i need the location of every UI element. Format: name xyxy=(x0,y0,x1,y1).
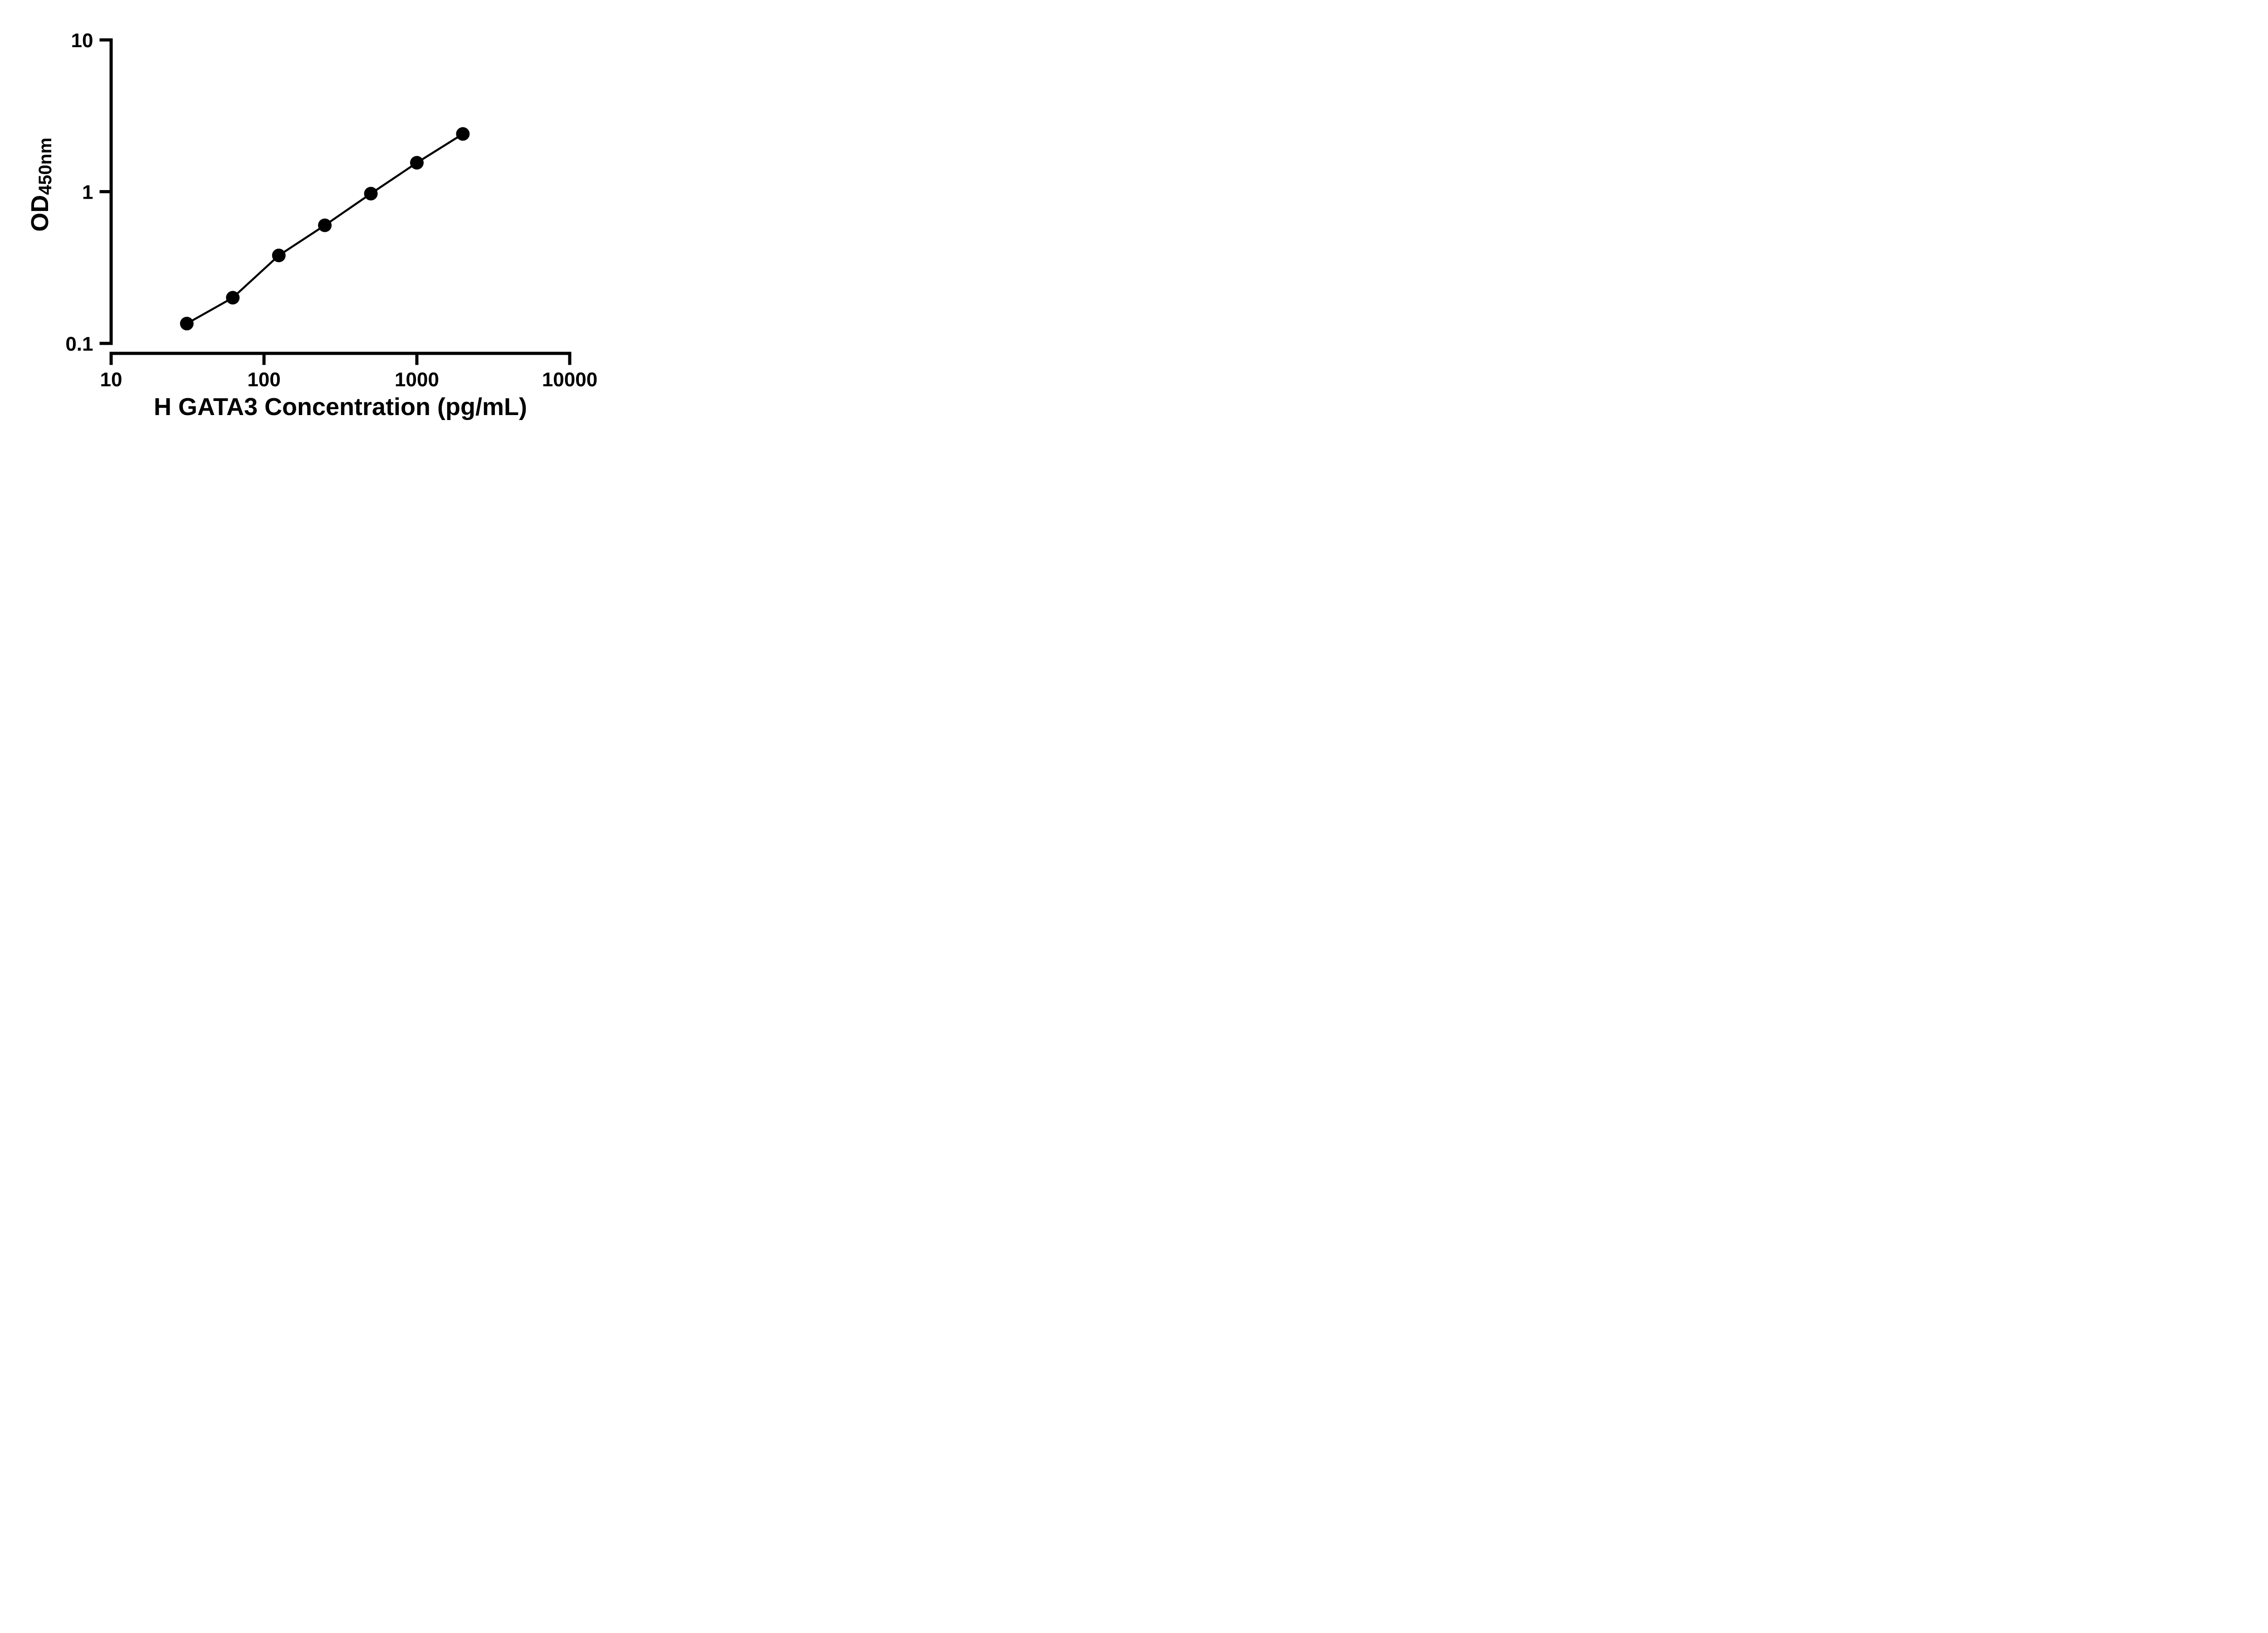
data-point-marker xyxy=(180,317,194,331)
plot-svg: 0.1 1 10 10 100 1000 10000 xyxy=(65,29,597,391)
data-point-marker xyxy=(364,186,378,200)
x-tick-label: 10 xyxy=(100,369,122,391)
x-tick-label: 1000 xyxy=(395,369,439,391)
x-tick-label: 10000 xyxy=(542,369,597,391)
y-axis-title-subscript: 450nm xyxy=(35,137,55,195)
elisa-standard-curve-figure: 0.1 1 10 10 100 1000 10000 H GATA3 Concentrati… xyxy=(0,0,634,454)
y-tick-label: 0.1 xyxy=(65,333,93,355)
y-tick-label: 10 xyxy=(71,29,93,52)
data-point-marker xyxy=(456,127,470,141)
y-axis-title: OD450nm xyxy=(26,137,55,232)
x-tick-label: 100 xyxy=(247,369,280,391)
data-point-marker xyxy=(410,156,424,170)
y-axis-title-main: OD xyxy=(26,195,54,232)
y-tick-label: 1 xyxy=(82,181,93,204)
data-point-marker xyxy=(226,291,240,305)
x-axis-title: H GATA3 Concentration (pg/mL) xyxy=(111,393,570,420)
data-point-marker xyxy=(272,249,286,263)
x-axis-title-text: H GATA3 Concentration (pg/mL) xyxy=(154,393,527,420)
data-point-marker xyxy=(318,218,332,232)
